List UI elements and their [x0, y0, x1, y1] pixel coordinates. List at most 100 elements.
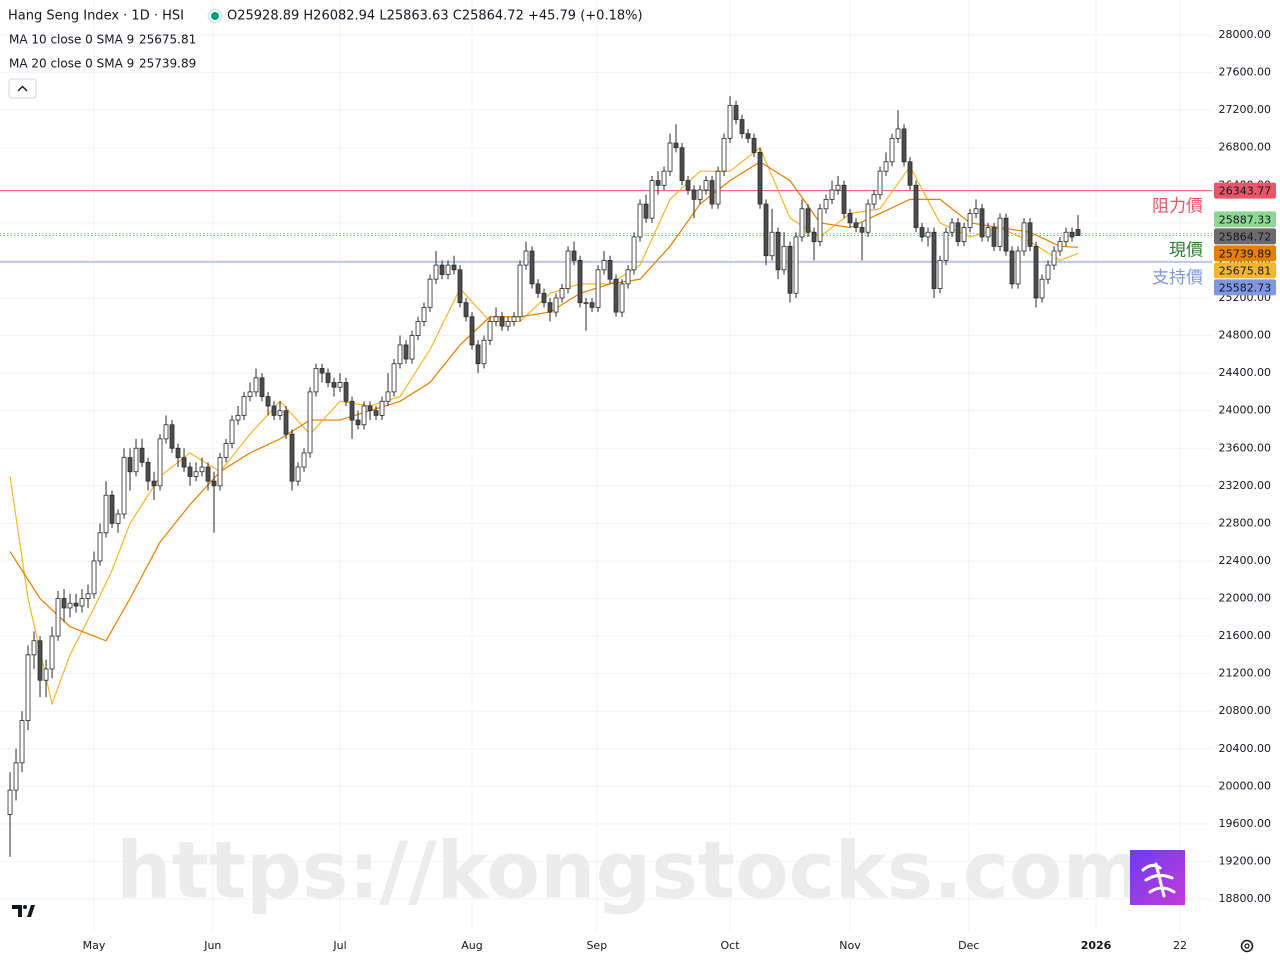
x-tick-label: Jul [332, 939, 346, 952]
candle-body [427, 278, 433, 308]
candle-body [169, 424, 175, 449]
y-tick-label: 23600.00 [1219, 441, 1272, 454]
candle-body [631, 236, 637, 271]
candle-body [511, 316, 517, 322]
logo-part [27, 905, 35, 917]
candle-body [1051, 250, 1057, 266]
candle-body [835, 184, 841, 191]
candle-body [79, 598, 85, 607]
price-badge [1214, 182, 1276, 199]
y-tick-label: 18800.00 [1219, 892, 1272, 905]
ohlc-header: O25928.89 H26082.94 L25863.63 C25864.72 … [227, 9, 643, 24]
candle-body [367, 405, 373, 412]
y-tick-label: 20800.00 [1219, 704, 1272, 717]
price-badge-label: 26343.77 [1219, 185, 1272, 198]
y-tick-label: 20400.00 [1219, 742, 1272, 755]
site-logo-box [1130, 850, 1185, 905]
candle-body [463, 302, 469, 318]
candle-body [391, 363, 397, 393]
y-tick-label: 22800.00 [1219, 516, 1272, 529]
candle-body [313, 368, 319, 393]
candle-body [589, 302, 595, 308]
candle-body [241, 396, 247, 416]
candle-body [613, 278, 619, 313]
candle-body [1057, 241, 1063, 252]
candle-body [871, 194, 877, 205]
price-badge-label: 25739.89 [1219, 247, 1272, 260]
candle-body [283, 410, 289, 435]
candle-body [397, 344, 403, 365]
price-badges: 26343.77 25887.33 25864.72 25739.89 25675.81… [1214, 182, 1276, 296]
candle-body [685, 180, 691, 191]
candle-body [889, 137, 895, 163]
candle-body [1021, 222, 1027, 252]
candle-body [439, 264, 445, 275]
candle-body [19, 720, 25, 764]
x-tick-label: 2026 [1081, 939, 1112, 952]
candle-body [61, 598, 67, 609]
price-badge-label: 25864.72 [1219, 230, 1272, 243]
candle-body [925, 231, 931, 238]
candle-body [991, 227, 997, 247]
candle-body [721, 137, 727, 172]
candle-body [175, 447, 181, 459]
candle-body [37, 640, 43, 681]
y-tick-label: 21200.00 [1219, 667, 1272, 680]
price-badge-label: 25675.81 [1219, 264, 1272, 277]
candle-body [109, 494, 115, 524]
ma-line [9, 146, 1079, 706]
candle-body [907, 161, 913, 186]
y-tick-label: 19200.00 [1219, 854, 1272, 867]
candle-body [523, 250, 529, 266]
candle-body [289, 433, 295, 482]
candle-body [307, 391, 313, 454]
candle-body [769, 231, 775, 257]
candle-body [829, 189, 835, 200]
candle-body [859, 227, 865, 233]
candle-body [31, 640, 37, 656]
candle-body [583, 302, 589, 305]
candle-body [577, 260, 583, 304]
candle-body [625, 269, 631, 285]
settings-button[interactable] [1240, 939, 1254, 953]
candle-body [565, 250, 571, 289]
candle-body [637, 203, 643, 238]
candle-body [775, 231, 781, 271]
candle-body [1075, 229, 1081, 236]
candle-body [349, 400, 355, 421]
candle-body [343, 382, 349, 402]
candle-body [103, 494, 109, 534]
x-tick-label: Nov [839, 939, 861, 952]
site-logo-mark [1141, 862, 1176, 898]
candle-body [643, 203, 649, 219]
candle-body [709, 180, 715, 205]
ma-legend-name: MA 20 close 0 SMA 9 [9, 57, 134, 71]
candle-body [553, 297, 559, 313]
collapse-button[interactable] [8, 78, 37, 99]
candle-body [931, 231, 937, 289]
candle-body [73, 602, 79, 607]
y-tick-label: 23200.00 [1219, 479, 1272, 492]
candle-body [973, 208, 979, 214]
y-tick-label: 22000.00 [1219, 592, 1272, 605]
candle-body [325, 372, 331, 383]
candle-body [745, 133, 751, 139]
candle-body [139, 447, 145, 463]
time-axis: May Jun Jul Aug Sep Oct Nov Dec 2026 22 [83, 939, 1187, 952]
logo-part [12, 905, 22, 917]
candle-body [277, 410, 283, 416]
candle-body [817, 208, 823, 243]
candle-body [115, 513, 121, 524]
level-label: 阻力價 [1152, 197, 1203, 217]
candle-body [949, 222, 955, 233]
candle-body [739, 119, 745, 135]
candle-body [55, 598, 61, 637]
y-tick-label: 20000.00 [1219, 779, 1272, 792]
tradingview-logo [12, 905, 35, 917]
candle-body [799, 208, 805, 238]
candle-body [337, 382, 343, 388]
logo-part [23, 905, 27, 909]
candle-body [409, 335, 415, 360]
candles [7, 96, 1081, 857]
